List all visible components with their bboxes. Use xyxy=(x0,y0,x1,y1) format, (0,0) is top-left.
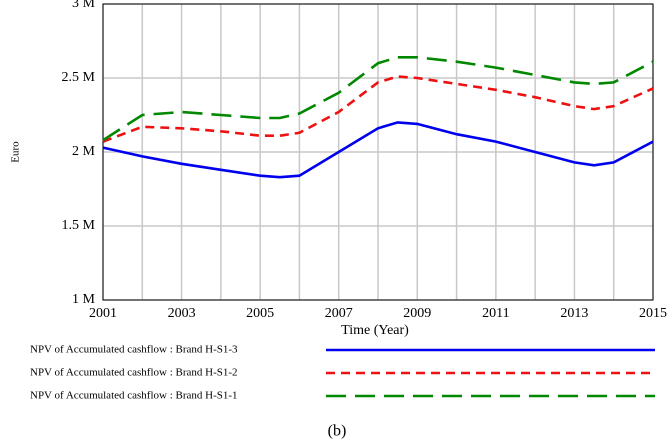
x-tick-label: 2013 xyxy=(560,306,588,321)
y-tick-label: 2 M xyxy=(72,144,96,159)
x-axis-label: Time (Year) xyxy=(341,323,409,338)
x-tick-label: 2003 xyxy=(168,306,196,321)
legend-label: NPV of Accumulated cashflow : Brand H-S1… xyxy=(30,344,238,356)
x-tick-label: 2011 xyxy=(482,306,509,321)
legend-label: NPV of Accumulated cashflow : Brand H-S1… xyxy=(30,367,238,379)
legend-label: NPV of Accumulated cashflow : Brand H-S1… xyxy=(30,390,238,402)
series-line xyxy=(102,75,654,143)
y-tick-label: 2.5 M xyxy=(62,70,96,85)
series-line xyxy=(102,56,654,142)
caption: (b) xyxy=(328,423,347,440)
y-tick-label: 1 M xyxy=(72,292,96,307)
x-tick-label: 2001 xyxy=(89,306,117,321)
y-tick-label: 1.5 M xyxy=(62,218,96,233)
series-line xyxy=(102,121,654,179)
x-tick-label: 2007 xyxy=(325,306,353,321)
x-tick-label: 2005 xyxy=(246,306,274,321)
plot-frame xyxy=(102,3,654,301)
x-tick-label: 2009 xyxy=(403,306,431,321)
y-axis-label: Euro xyxy=(10,141,22,163)
y-tick-label: 3 M xyxy=(72,0,96,11)
x-tick-label: 2015 xyxy=(639,306,667,321)
